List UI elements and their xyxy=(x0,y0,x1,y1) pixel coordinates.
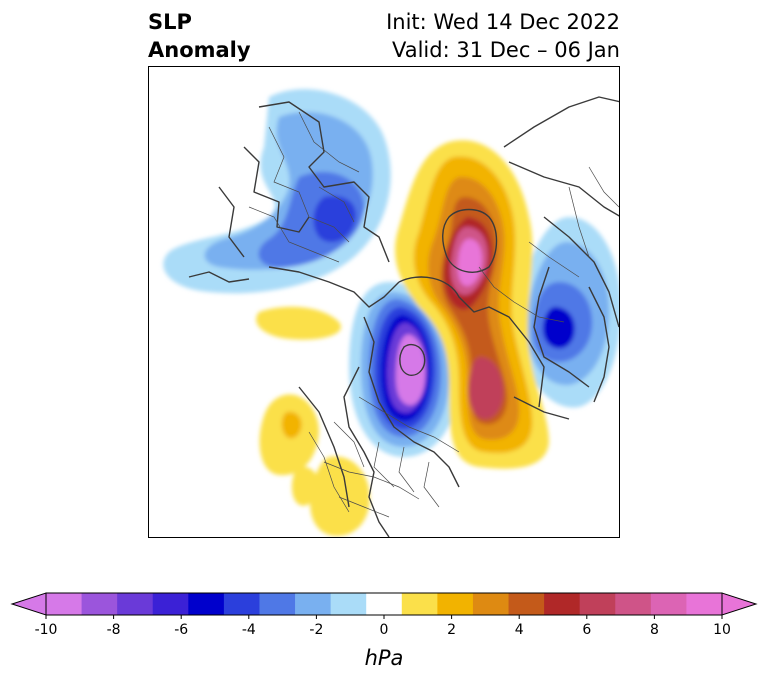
colorbar-tick-label: -10 xyxy=(35,622,58,634)
init-date: Init: Wed 14 Dec 2022 xyxy=(386,10,620,34)
valid-time-info: Init: Wed 14 Dec 2022 Valid: 31 Dec – 06… xyxy=(386,8,620,64)
colorbar-segment xyxy=(259,593,296,615)
colorbar-segment xyxy=(686,593,723,615)
colorbar-tick-label: -4 xyxy=(242,622,256,634)
colorbar-tick-label: -2 xyxy=(309,622,323,634)
anomaly-map-canvas xyxy=(163,89,619,537)
colorbar-segment xyxy=(117,593,154,615)
colorbar-segment xyxy=(579,593,616,615)
colorbar-extend-low xyxy=(10,592,47,616)
valid-range: Valid: 31 Dec – 06 Jan xyxy=(391,38,620,62)
colorbar-segment xyxy=(152,593,189,615)
colorbar-segments xyxy=(10,592,758,616)
colorbar-segment xyxy=(437,593,474,615)
title-line-1: SLP xyxy=(148,10,192,34)
colorbar-segment xyxy=(46,593,83,615)
political-borders xyxy=(248,111,619,518)
colorbar-segment xyxy=(615,593,652,615)
colorbar-segment xyxy=(472,593,510,615)
colorbar-segment xyxy=(401,593,438,615)
colorbar-tick-label: 10 xyxy=(713,622,731,634)
colorbar-extend-high xyxy=(721,592,758,616)
colorbar-tick-label: 8 xyxy=(650,622,659,634)
title-line-2: Anomaly xyxy=(148,38,251,62)
anomaly-map xyxy=(148,66,620,538)
colorbar-units: hPa xyxy=(364,646,404,670)
map-title: SLP Anomaly xyxy=(148,8,251,64)
colorbar-tick-label: 2 xyxy=(447,622,456,634)
colorbar-tick-label: -8 xyxy=(107,622,121,634)
colorbar-segment xyxy=(330,593,367,615)
colorbar-tick-label: 6 xyxy=(582,622,591,634)
anomaly-shading xyxy=(163,89,619,537)
colorbar-tick-label: 0 xyxy=(380,622,389,634)
colorbar-segment xyxy=(366,593,403,615)
coastlines xyxy=(188,96,619,537)
colorbar: -10 -8 -6 -4 -2 0 2 4 6 8 10 xyxy=(10,592,758,634)
colorbar-segment xyxy=(650,593,687,615)
colorbar-tick-label: -6 xyxy=(174,622,188,634)
colorbar-segment xyxy=(223,593,260,615)
colorbar-segment xyxy=(81,593,118,615)
colorbar-segment xyxy=(188,593,225,615)
colorbar-tick-label: 4 xyxy=(515,622,524,634)
colorbar-segment xyxy=(544,593,581,615)
colorbar-segment xyxy=(508,593,545,615)
colorbar-ticks: -10 -8 -6 -4 -2 0 2 4 6 8 10 xyxy=(35,615,731,634)
colorbar-segment xyxy=(295,593,332,615)
